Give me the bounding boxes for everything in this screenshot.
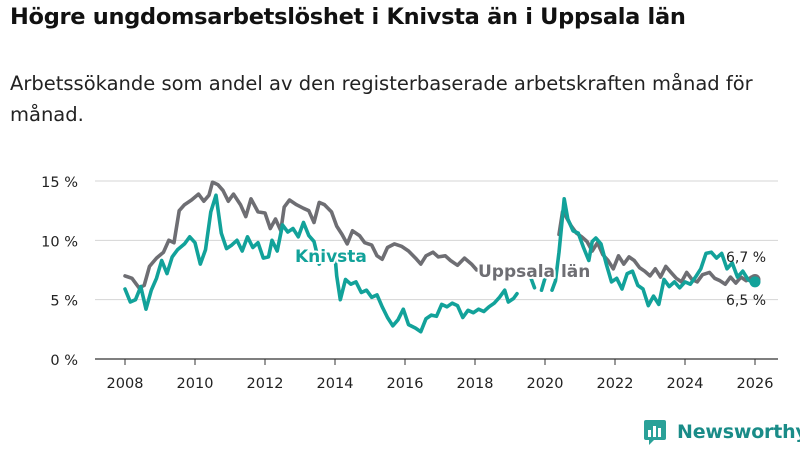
- x-tick-label: 2020: [527, 376, 564, 392]
- series-lines: [123, 180, 761, 334]
- x-tick-label: 2014: [317, 376, 354, 392]
- brand-logo[interactable]: Newsworthy: [643, 419, 800, 445]
- x-tick-label: 2026: [737, 376, 774, 392]
- series-label-uppsala: Uppsala län: [478, 262, 590, 282]
- brand-name: Newsworthy: [677, 421, 800, 443]
- series-line-uppsala: [123, 180, 484, 290]
- x-tick-label: 2010: [177, 376, 214, 392]
- series-line-knivsta: [539, 276, 547, 292]
- x-tick-label: 2018: [457, 376, 494, 392]
- x-tick-label: 2024: [667, 376, 704, 392]
- series-line-knivsta: [529, 276, 537, 290]
- end-marker-knivsta: [749, 276, 761, 288]
- series-labels: Knivsta Uppsala län 6,7 % 6,5 %: [293, 245, 766, 309]
- chart-title: Högre ungdomsarbetslöshet i Knivsta än i…: [10, 4, 686, 30]
- y-tick-label: 0 %: [50, 353, 78, 369]
- y-tick-label: 10 %: [41, 234, 78, 250]
- x-tick-label: 2016: [387, 376, 424, 392]
- newsworthy-logo-icon: [644, 420, 666, 445]
- x-axis: 2008 2010 2012 2014 2016 2018 2020 2022 2024 2026: [107, 359, 774, 392]
- end-value-label-uppsala: 6,7 %: [726, 250, 766, 266]
- y-tick-label: 15 %: [41, 175, 78, 191]
- series-line-uppsala: [557, 210, 757, 286]
- grid-lines: [95, 180, 778, 360]
- y-axis: 0 % 5 % 10 % 15 %: [41, 175, 78, 369]
- end-value-label-knivsta: 6,5 %: [726, 293, 766, 309]
- series-line-knivsta: [123, 193, 519, 334]
- series-line-knivsta: [550, 197, 757, 308]
- x-tick-label: 2008: [107, 376, 144, 392]
- series-label-knivsta: Knivsta: [295, 247, 367, 267]
- y-tick-label: 5 %: [50, 294, 78, 310]
- x-tick-label: 2022: [597, 376, 634, 392]
- x-tick-label: 2012: [247, 376, 284, 392]
- chart-subtitle: Arbetssökande som andel av den registerb…: [10, 72, 753, 126]
